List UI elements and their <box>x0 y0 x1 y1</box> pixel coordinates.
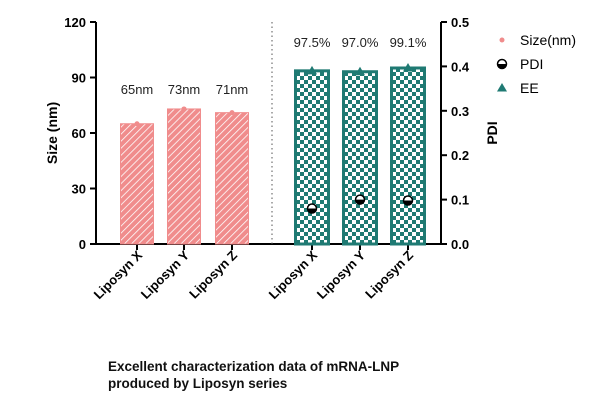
size-point <box>229 110 235 116</box>
size-value-label: 71nm <box>216 82 249 97</box>
ee-point <box>403 62 413 72</box>
left-tick-label: 90 <box>72 71 86 86</box>
x-tick-label: Liposyn X <box>266 247 321 302</box>
right-tick-label: 0.5 <box>451 15 469 30</box>
chart-caption: Excellent characterization data of mRNA-… <box>108 358 548 392</box>
size-point <box>181 106 187 112</box>
axes: 0 30 60 90 120 0.0 0.1 0.2 0.3 0.4 0.5 Size (nm) PDI… <box>44 15 500 302</box>
ee-value-label: 97.0% <box>342 35 379 50</box>
pdi-point-fill <box>307 208 317 213</box>
size-value-label: 73nm <box>168 82 201 97</box>
pdi-point <box>354 194 366 205</box>
size-point <box>134 121 140 127</box>
right-tick-label: 0.2 <box>451 148 469 163</box>
ee-value-label: 99.1% <box>390 35 427 50</box>
left-tick-label: 60 <box>72 126 86 141</box>
right-tick-label: 0.0 <box>451 237 469 252</box>
ee-value-label: 97.5% <box>294 35 331 50</box>
size-bar <box>167 108 201 245</box>
pdi-point <box>306 203 318 214</box>
ee-bar <box>294 69 330 246</box>
legend-label: EE <box>520 80 539 96</box>
x-tick-label: Liposyn X <box>91 247 146 302</box>
ee-bar <box>390 66 426 246</box>
ee-point <box>355 66 365 76</box>
size-bar <box>120 123 154 245</box>
labels: 65nm 73nm 71nm 97.5% 97.0% 99.1% <box>121 35 427 97</box>
x-tick-label: Liposyn Z <box>186 247 240 301</box>
ee-bar <box>342 70 378 246</box>
pdi-point-fill <box>403 200 413 205</box>
left-axis-title: Size (nm) <box>44 102 60 164</box>
markers <box>134 62 414 214</box>
legend-label: PDI <box>520 56 543 72</box>
legend-size-marker <box>499 37 505 43</box>
caption-line-1: Excellent characterization data of mRNA-… <box>108 359 400 374</box>
left-tick-label: 0 <box>79 237 86 252</box>
legend: Size(nm) PDI EE <box>496 32 576 96</box>
left-tick-label: 120 <box>64 15 86 30</box>
legend-pdi-fill <box>497 64 507 69</box>
x-tick-label: Liposyn Y <box>314 247 369 302</box>
right-tick-label: 0.4 <box>451 59 470 74</box>
pdi-point-fill <box>355 199 365 205</box>
pdi-point <box>402 195 414 206</box>
ee-point <box>307 65 317 75</box>
x-tick-label: Liposyn Z <box>362 247 416 301</box>
right-tick-label: 0.1 <box>451 193 469 208</box>
size-value-label: 65nm <box>121 82 154 97</box>
right-axis-title: PDI <box>484 121 500 144</box>
size-bar <box>215 112 249 245</box>
caption-line-2: produced by Liposyn series <box>108 376 288 391</box>
bars <box>120 66 426 246</box>
x-tick-label: Liposyn Y <box>138 247 193 302</box>
legend-ee-marker <box>497 83 507 92</box>
left-tick-label: 30 <box>72 182 86 197</box>
right-tick-label: 0.3 <box>451 104 469 119</box>
legend-label: Size(nm) <box>520 32 576 48</box>
